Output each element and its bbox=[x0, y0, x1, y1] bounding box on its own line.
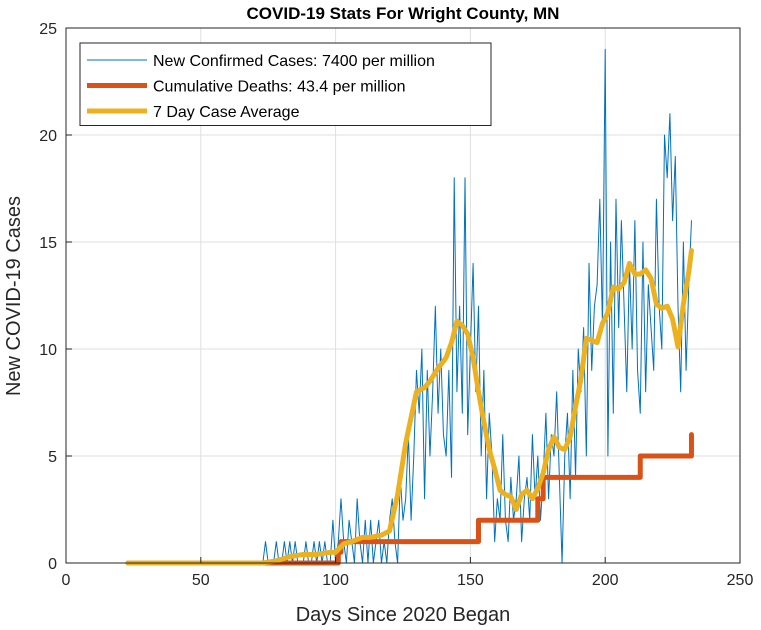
axes-box bbox=[65, 27, 741, 564]
series-layer bbox=[125, 48, 694, 566]
legend: New Confirmed Cases: 7400 per million Cum… bbox=[79, 42, 492, 126]
x-tick-label: 250 bbox=[727, 572, 754, 589]
legend-label: New Confirmed Cases: 7400 per million bbox=[153, 53, 435, 70]
series-line-3 bbox=[125, 248, 694, 566]
legend-label: 7 Day Case Average bbox=[153, 104, 300, 121]
series-line-2 bbox=[125, 432, 694, 566]
chart-title: COVID-19 Stats For Wright County, MN bbox=[247, 4, 560, 23]
series-line-1 bbox=[127, 48, 692, 564]
x-tick-label: 200 bbox=[592, 572, 619, 589]
y-tick-label: 15 bbox=[39, 235, 57, 252]
y-tick-label: 10 bbox=[39, 342, 57, 359]
ticks: 0 50 100 150 200 250 0 5 10 15 20 25 bbox=[39, 21, 753, 589]
x-tick-label: 150 bbox=[457, 572, 484, 589]
x-tick-label: 100 bbox=[322, 572, 349, 589]
x-tick-label: 0 bbox=[62, 572, 71, 589]
y-tick-label: 20 bbox=[39, 128, 57, 145]
y-tick-label: 0 bbox=[48, 556, 57, 573]
y-tick-label: 5 bbox=[48, 449, 57, 466]
legend-label: Cumulative Deaths: 43.4 per million bbox=[153, 79, 406, 96]
legend-box bbox=[79, 42, 492, 126]
x-axis-label: Days Since 2020 Began bbox=[296, 604, 511, 626]
x-tick-label: 50 bbox=[192, 572, 210, 589]
y-axis-label: New COVID-19 Cases bbox=[3, 196, 25, 396]
y-tick-label: 25 bbox=[39, 21, 57, 38]
